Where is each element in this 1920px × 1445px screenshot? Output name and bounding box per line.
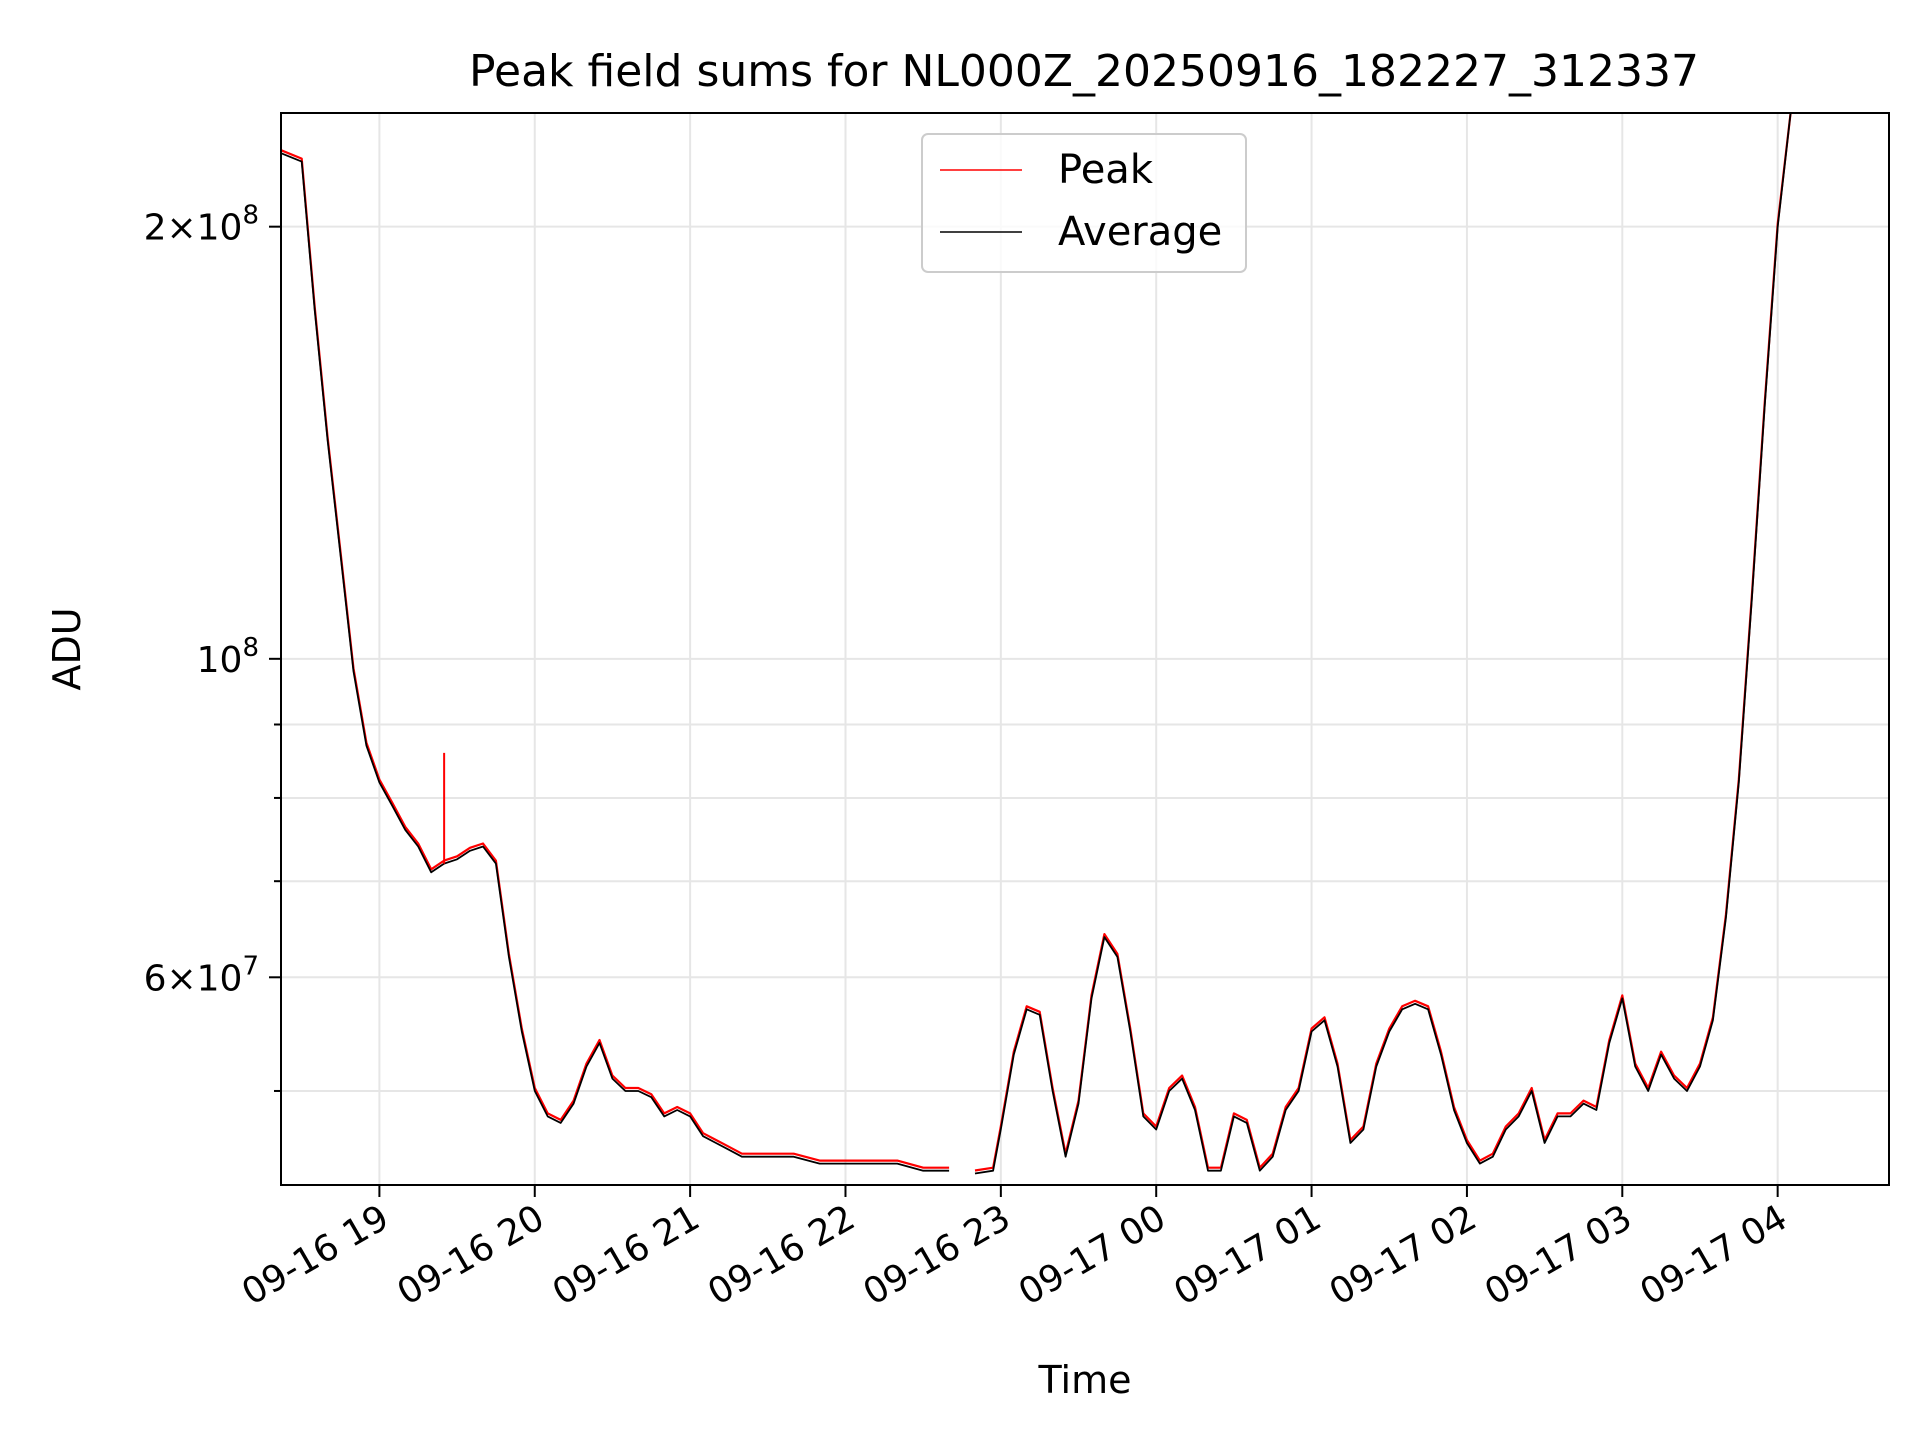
peak-line xyxy=(974,112,1792,1172)
x-tick-label: 09-17 00 xyxy=(1012,1197,1173,1313)
average-line xyxy=(974,112,1792,1175)
y-axis-label: ADU xyxy=(45,607,89,690)
x-tick-label: 09-16 22 xyxy=(701,1197,862,1313)
y-tick-label: 2×108 xyxy=(144,201,259,249)
x-tick-label: 09-16 20 xyxy=(391,1197,552,1313)
x-tick-label: 09-17 02 xyxy=(1323,1197,1484,1313)
legend: Peak Average xyxy=(921,133,1247,273)
y-tick-label: 108 xyxy=(197,633,259,681)
average-line xyxy=(280,152,950,1172)
series-layer xyxy=(280,112,1792,1175)
x-axis-label: Time xyxy=(1038,1358,1132,1402)
peak-line xyxy=(280,149,950,1169)
x-tick-label: 09-16 19 xyxy=(235,1197,396,1313)
x-tick-label: 09-17 01 xyxy=(1167,1197,1328,1313)
legend-average-label: Average xyxy=(1058,209,1222,255)
y-tick-label: 6×107 xyxy=(144,951,259,999)
x-tick-label: 09-17 03 xyxy=(1478,1197,1639,1313)
legend-peak-label: Peak xyxy=(1058,147,1154,193)
legend-box xyxy=(921,133,1247,273)
x-tick-label: 09-17 04 xyxy=(1633,1197,1794,1313)
x-tick-label: 09-16 23 xyxy=(857,1197,1018,1313)
grid xyxy=(281,113,1889,1185)
plot-frame xyxy=(280,112,1890,1186)
chart-title: Peak field sums for NL000Z_20250916_1822… xyxy=(469,46,1699,97)
y-axis-ticks: 2×108 108 6×107 xyxy=(144,201,281,1092)
x-tick-label: 09-16 21 xyxy=(546,1197,707,1313)
